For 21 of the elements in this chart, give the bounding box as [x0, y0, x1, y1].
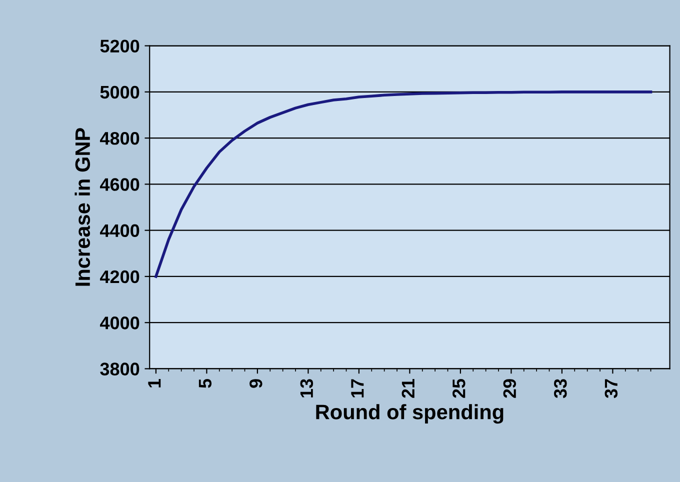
- y-tick-label: 4400: [100, 224, 140, 238]
- x-tick-label: 21: [402, 378, 414, 398]
- x-tick-label: 17: [351, 379, 364, 398]
- y-tick-label: 4000: [100, 316, 140, 330]
- y-tick-label: 5200: [100, 40, 140, 53]
- x-tick-label: 9: [250, 379, 262, 388]
- x-tick-label: 13: [300, 379, 314, 398]
- x-tick-label: 29: [503, 379, 516, 398]
- y-tick-label: 4200: [100, 270, 140, 284]
- y-tick-label: 3800: [100, 362, 140, 376]
- x-tick-label: 37: [604, 379, 618, 398]
- x-axis-title: Round of spending: [316, 404, 504, 424]
- y-tick-label: 5000: [100, 86, 140, 99]
- x-tick-label: 25: [452, 378, 466, 398]
- x-tick-label: 5: [198, 378, 212, 388]
- line-series: [154, 90, 652, 278]
- y-axis-title: Increase in GNP: [74, 128, 90, 286]
- x-tick-label: 1: [148, 378, 161, 388]
- x-tick-label: 33: [554, 379, 567, 398]
- y-tick-label: 4800: [100, 132, 140, 145]
- y-tick-label: 4600: [100, 178, 140, 191]
